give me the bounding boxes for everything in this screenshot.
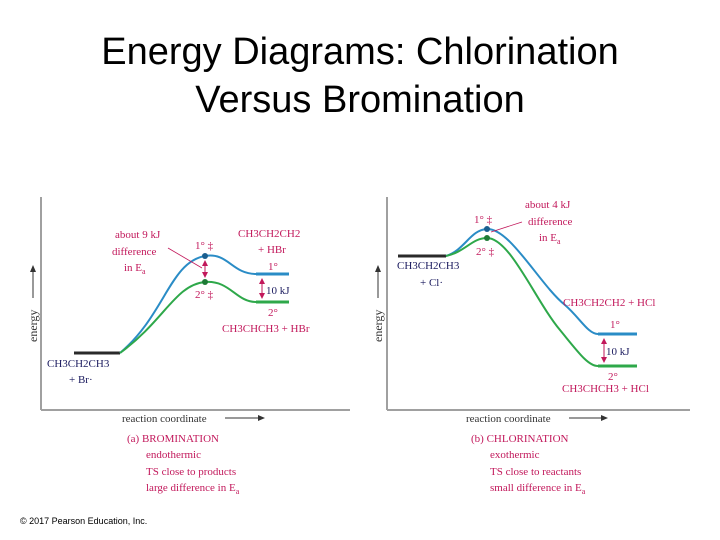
slide-title: Energy Diagrams: Chlorination Versus Bro… <box>0 28 720 124</box>
bromination-caption-line2: TS close to products <box>146 466 236 478</box>
chlorination-product-primary-level-label: 1° <box>610 319 620 331</box>
bromination-caption-line3: large difference in Ea <box>146 482 240 496</box>
bromination-annotation-subscript: a <box>142 267 146 276</box>
bromination-panel: energy about 9 kJ difference in Ea 1° ‡ … <box>26 197 350 496</box>
bromination-caption-title: (a) BROMINATION <box>127 433 219 445</box>
chlorination-caption-line1: exothermic <box>490 449 540 461</box>
bromination-primary-ts-dot <box>202 253 208 259</box>
chlorination-annotation-text: in E <box>539 232 557 244</box>
chlorination-primary-ts-dot <box>484 226 490 232</box>
bromination-annotation-line3: in Ea <box>124 262 146 276</box>
chlorination-secondary-curve <box>445 236 599 367</box>
bromination-product-secondary-level-label: 2° <box>268 307 278 319</box>
bromination-energy-gap-label: 10 kJ <box>266 285 290 297</box>
chlorination-reactant-line2: + Cl· <box>420 277 443 289</box>
bromination-ts-primary-label: 1° ‡ <box>195 240 214 252</box>
chlorination-product-secondary-level-label: 2° <box>608 371 618 383</box>
chlorination-annotation-line2: difference <box>528 216 572 228</box>
bromination-product-primary-line2: + HBr <box>258 244 286 256</box>
bromination-reactant-line2: + Br· <box>69 374 93 386</box>
bromination-primary-curve <box>119 254 257 354</box>
bromination-x-label: reaction coordinate <box>122 413 207 425</box>
title-line-2: Versus Bromination <box>195 79 525 121</box>
chlorination-caption-title: (b) CHLORINATION <box>471 433 569 445</box>
chlorination-product-primary-line1: CH3CH2CH2 + HCl <box>563 297 655 309</box>
chlorination-product-secondary-line1: CH3CHCH3 + HCl <box>562 383 649 395</box>
chlorination-annotation-line1: about 4 kJ <box>525 199 571 211</box>
chlorination-annotation-pointer <box>490 221 523 233</box>
bromination-annotation-pointer <box>167 247 203 269</box>
chlorination-y-label: energy <box>371 310 385 342</box>
bromination-annotation-line2: difference <box>112 246 156 258</box>
chlorination-caption-text: small difference in E <box>490 482 582 494</box>
chlorination-secondary-ts-dot <box>484 235 490 241</box>
chlorination-panel: energy about 4 kJ difference in Ea 1° ‡ … <box>371 197 690 496</box>
bromination-secondary-curve <box>119 280 257 354</box>
chlorination-reactant-line1: CH3CH2CH3 <box>397 260 460 272</box>
chlorination-caption-subscript: a <box>582 487 586 496</box>
chlorination-ts-primary-label: 1° ‡ <box>474 214 493 226</box>
copyright-notice: © 2017 Pearson Education, Inc. <box>20 516 148 526</box>
title-line-1: Energy Diagrams: Chlorination <box>101 31 619 73</box>
chlorination-caption-line2: TS close to reactants <box>490 466 581 478</box>
chlorination-energy-gap-label: 10 kJ <box>606 346 630 358</box>
bromination-y-label: energy <box>26 310 40 342</box>
bromination-annotation-line1: about 9 kJ <box>115 229 161 241</box>
bromination-reactant-line1: CH3CH2CH3 <box>47 358 110 370</box>
bromination-product-primary-level-label: 1° <box>268 261 278 273</box>
bromination-product-secondary-line1: CH3CHCH3 + HBr <box>222 323 310 335</box>
chlorination-annotation-subscript: a <box>557 237 561 246</box>
chlorination-annotation-line3: in Ea <box>539 232 561 246</box>
chlorination-x-label: reaction coordinate <box>466 413 551 425</box>
bromination-caption-line1: endothermic <box>146 449 201 461</box>
bromination-annotation-text: in E <box>124 262 142 274</box>
bromination-caption-subscript: a <box>236 487 240 496</box>
chlorination-primary-curve <box>445 227 599 335</box>
bromination-caption-text: large difference in E <box>146 482 236 494</box>
bromination-product-primary-line1: CH3CH2CH2 <box>238 228 300 240</box>
chlorination-ts-secondary-label: 2° ‡ <box>476 246 495 258</box>
bromination-secondary-ts-dot <box>202 279 208 285</box>
bromination-ts-secondary-label: 2° ‡ <box>195 289 214 301</box>
chlorination-caption-line3: small difference in Ea <box>490 482 586 496</box>
